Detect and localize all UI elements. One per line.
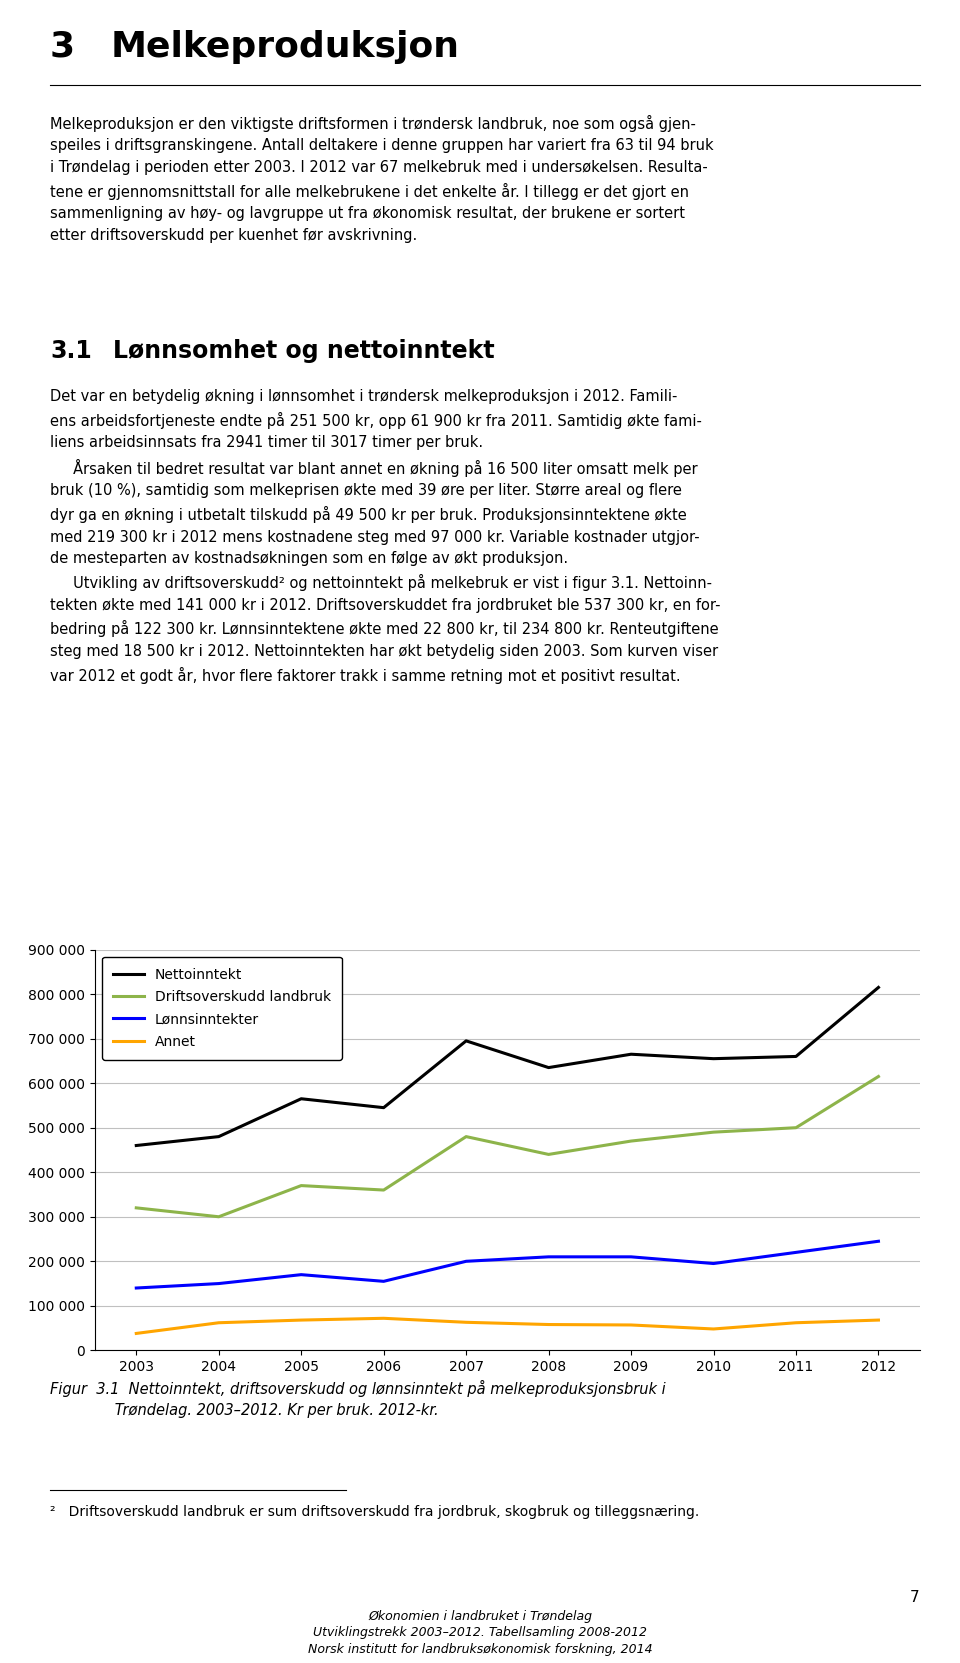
Line: Lønnsinntekter: Lønnsinntekter — [136, 1241, 878, 1289]
Text: Økonomien i landbruket i Trøndelag: Økonomien i landbruket i Trøndelag — [368, 1610, 592, 1623]
Annet — [542, 1314, 554, 1334]
Legend: Nettoinntekt, Driftsoverskudd landbruk, Lønnsinntekter, Annet: Nettoinntekt, Driftsoverskudd landbruk, … — [102, 956, 342, 1059]
Lønnsinntekter — [790, 1242, 802, 1262]
Annet — [873, 1310, 884, 1330]
Nettoinntekt — [131, 1136, 142, 1156]
Nettoinntekt — [542, 1058, 554, 1078]
Annet — [378, 1309, 390, 1329]
Annet — [296, 1310, 307, 1330]
Line: Annet: Annet — [136, 1319, 878, 1334]
Text: Melkeproduksjon er den viktigste driftsformen i trøndersk landbruk, noe som også: Melkeproduksjon er den viktigste driftsf… — [50, 115, 713, 243]
Nettoinntekt — [461, 1031, 472, 1051]
Nettoinntekt — [378, 1098, 390, 1118]
Nettoinntekt — [708, 1049, 719, 1069]
Text: Utviklingstrekk 2003–2012. Tabellsamling 2008-2012: Utviklingstrekk 2003–2012. Tabellsamling… — [313, 1626, 647, 1640]
Lønnsinntekter — [213, 1274, 225, 1294]
Lønnsinntekter — [378, 1271, 390, 1290]
Nettoinntekt — [790, 1046, 802, 1066]
Lønnsinntekter — [708, 1254, 719, 1274]
Driftsoverskudd landbruk — [790, 1118, 802, 1137]
Text: 3.1: 3.1 — [50, 339, 91, 363]
Driftsoverskudd landbruk — [873, 1066, 884, 1086]
Annet — [790, 1312, 802, 1332]
Driftsoverskudd landbruk — [213, 1207, 225, 1227]
Nettoinntekt — [625, 1044, 636, 1064]
Lønnsinntekter — [542, 1247, 554, 1267]
Text: 3: 3 — [50, 30, 75, 63]
Text: Det var en betydelig økning i lønnsomhet i trøndersk melkeproduksjon i 2012. Fam: Det var en betydelig økning i lønnsomhet… — [50, 389, 720, 683]
Nettoinntekt — [213, 1126, 225, 1146]
Text: Melkeproduksjon: Melkeproduksjon — [110, 30, 460, 63]
Annet — [708, 1319, 719, 1339]
Driftsoverskudd landbruk — [542, 1144, 554, 1164]
Annet — [131, 1324, 142, 1344]
Annet — [625, 1315, 636, 1335]
Nettoinntekt — [873, 978, 884, 998]
Lønnsinntekter — [131, 1279, 142, 1299]
Driftsoverskudd landbruk — [296, 1176, 307, 1196]
Driftsoverskudd landbruk — [625, 1131, 636, 1151]
Text: Norsk institutt for landbruksøkonomisk forskning, 2014: Norsk institutt for landbruksøkonomisk f… — [308, 1643, 652, 1656]
Annet — [213, 1312, 225, 1332]
Lønnsinntekter — [873, 1231, 884, 1251]
Text: Figur  3.1  Nettoinntekt, driftsoverskudd og lønnsinntekt på melkeproduksjonsbru: Figur 3.1 Nettoinntekt, driftsoverskudd … — [50, 1380, 665, 1419]
Annet — [461, 1312, 472, 1332]
Line: Nettoinntekt: Nettoinntekt — [136, 988, 878, 1146]
Driftsoverskudd landbruk — [461, 1126, 472, 1146]
Lønnsinntekter — [296, 1264, 307, 1284]
Lønnsinntekter — [625, 1247, 636, 1267]
Nettoinntekt — [296, 1089, 307, 1109]
Driftsoverskudd landbruk — [378, 1181, 390, 1201]
Text: ²   Driftsoverskudd landbruk er sum driftsoverskudd fra jordbruk, skogbruk og ti: ² Driftsoverskudd landbruk er sum drifts… — [50, 1505, 699, 1518]
Text: Lønnsomhet og nettoinntekt: Lønnsomhet og nettoinntekt — [113, 339, 495, 363]
Driftsoverskudd landbruk — [131, 1197, 142, 1217]
Driftsoverskudd landbruk — [708, 1123, 719, 1142]
Line: Driftsoverskudd landbruk: Driftsoverskudd landbruk — [136, 1076, 878, 1217]
Lønnsinntekter — [461, 1251, 472, 1271]
Text: 7: 7 — [910, 1590, 920, 1605]
